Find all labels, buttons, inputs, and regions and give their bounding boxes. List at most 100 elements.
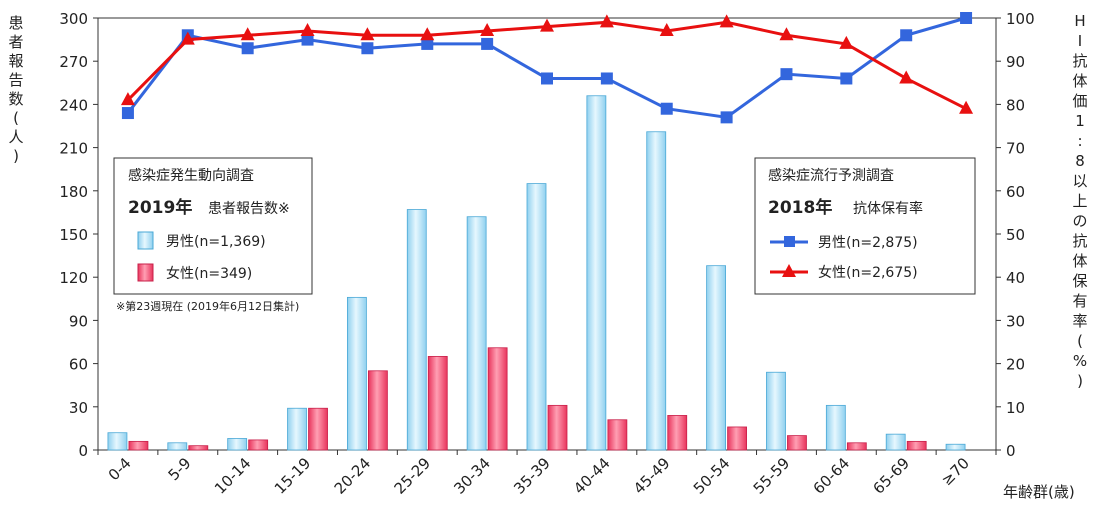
axis-label-char: 有 <box>1072 292 1087 310</box>
axis-label-char: 抗 <box>1072 52 1087 70</box>
y-right-tick-label: 20 <box>1006 356 1025 374</box>
y-right-tick-label: 50 <box>1006 226 1025 244</box>
bar-female <box>367 370 388 451</box>
marker-female <box>240 27 255 41</box>
axis-label-char: 患 <box>8 14 23 32</box>
marker-female <box>659 22 674 36</box>
axis-label-char: 1 <box>1075 112 1085 130</box>
x-tick-label: 45-49 <box>630 454 674 498</box>
x-tick-label: 55-59 <box>750 454 794 498</box>
bar-male <box>346 296 367 451</box>
y-right-tick-label: 40 <box>1006 269 1025 287</box>
y-right-tick-label: 80 <box>1006 96 1025 114</box>
y-left-tick-label: 90 <box>69 312 88 330</box>
axis-label-char: 率 <box>1072 312 1087 330</box>
marker-female <box>540 18 554 32</box>
bar-female <box>248 439 269 451</box>
bar-male <box>586 95 607 451</box>
marker-male <box>900 29 913 42</box>
marker-male <box>481 37 494 50</box>
x-tick-label: 50-54 <box>690 454 734 498</box>
x-tick-label: 10-14 <box>211 454 255 498</box>
bar-female <box>487 347 508 451</box>
marker-female <box>839 35 854 49</box>
bar-female <box>607 419 628 451</box>
legend-item-male-bar: 男性(n=1,369) <box>166 234 266 250</box>
bar-male <box>287 407 307 451</box>
x-tick-label: 25-29 <box>391 454 435 498</box>
y-axis-right-ticks: 0 10 20 30 40 50 60 70 80 90 100 <box>996 10 1035 460</box>
bar-male <box>526 183 547 451</box>
y-axis-left-ticks: 0 30 60 90 120 150 180 210 240 270 300 <box>59 10 98 460</box>
marker-male <box>121 107 134 120</box>
y-left-tick-label: 120 <box>59 269 88 287</box>
axis-label-char: % <box>1073 352 1087 370</box>
marker-female <box>959 100 974 114</box>
legend-swatch-female-line <box>770 264 808 277</box>
x-tick-label: 65-69 <box>869 454 913 498</box>
axis-label-char: ( <box>13 109 19 127</box>
marker-male <box>780 68 793 81</box>
x-tick-label: 40-44 <box>570 454 614 498</box>
marker-female <box>120 92 135 106</box>
axis-label-char: 者 <box>8 33 23 51</box>
marker-female <box>719 14 734 28</box>
legend-left-note: ※第23週現在 (2019年6月12日集計) <box>116 299 299 313</box>
x-tick-label: 60-64 <box>810 454 854 498</box>
bar-female <box>427 355 448 451</box>
axis-label-char: ) <box>13 147 19 165</box>
marker-female <box>779 27 794 41</box>
marker-female <box>360 27 375 41</box>
marker-female <box>599 14 614 28</box>
legend-left: 感染症発生動向調査 2019年 患者報告数※ 男性(n=1,369) 女性(n=… <box>113 157 313 295</box>
marker-female <box>300 22 315 36</box>
bar-male <box>167 442 188 451</box>
legend-item-female-bar: 女性(n=349) <box>166 265 252 282</box>
axis-label-char: 人 <box>8 128 23 146</box>
y-right-tick-label: 70 <box>1006 140 1025 158</box>
axis-label-char: : <box>1077 132 1082 150</box>
marker-female <box>899 70 914 84</box>
marker-male <box>600 72 613 85</box>
x-tick-label: 20-24 <box>331 454 375 498</box>
marker-female <box>480 22 495 36</box>
axis-label-char: 価 <box>1072 92 1087 110</box>
marker-male <box>840 72 853 85</box>
marker-male <box>301 33 314 46</box>
y-right-tick-label: 100 <box>1006 10 1035 28</box>
line-male <box>126 16 967 119</box>
y-right-tick-label: 90 <box>1006 53 1025 71</box>
axis-label-char: 保 <box>1072 272 1087 290</box>
marker-male <box>421 37 434 50</box>
lines <box>120 12 974 124</box>
legend-right: 感染症流行予測調査 2018年 抗体保有率 男性(n=2,875) 女性(n=2… <box>754 157 976 295</box>
axis-label-char: 数 <box>8 90 23 108</box>
bar-male <box>706 265 726 451</box>
marker-male <box>241 42 254 55</box>
axis-label-char: 体 <box>1072 72 1087 90</box>
legend-right-subtitle: 抗体保有率 <box>853 200 923 217</box>
bar-male <box>945 443 966 451</box>
marker-male <box>660 102 673 115</box>
axis-label-char: 体 <box>1072 252 1087 270</box>
bar-male <box>646 131 667 451</box>
x-tick-label: 5-9 <box>165 454 195 484</box>
legend-left-subtitle: 患者報告数※ <box>208 201 290 217</box>
y-left-tick-label: 180 <box>59 183 88 201</box>
bars <box>107 95 966 451</box>
y-left-tick-label: 60 <box>69 356 88 374</box>
bar-male <box>825 404 846 451</box>
x-axis-label: 年齢群(歳) <box>1003 483 1075 501</box>
axis-label-char: ) <box>1077 372 1083 390</box>
axis-label-char: 報 <box>8 52 23 70</box>
axis-label-char: ( <box>1077 332 1083 350</box>
bar-female <box>308 407 328 451</box>
y-left-tick-label: 210 <box>59 140 88 158</box>
y-left-tick-label: 0 <box>78 442 88 460</box>
legend-marker-male <box>784 236 795 247</box>
y-right-tick-label: 60 <box>1006 183 1025 201</box>
bar-male <box>766 371 786 451</box>
bar-female <box>128 440 149 451</box>
